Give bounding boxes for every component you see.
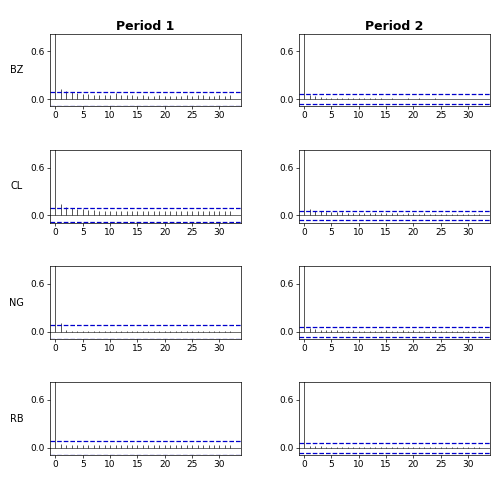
Title: Period 2: Period 2 — [365, 20, 424, 33]
Y-axis label: CL: CL — [10, 182, 23, 191]
Title: Period 1: Period 1 — [116, 20, 175, 33]
Y-axis label: NG: NG — [10, 298, 24, 307]
Y-axis label: RB: RB — [10, 414, 24, 424]
Y-axis label: BZ: BZ — [10, 65, 24, 75]
